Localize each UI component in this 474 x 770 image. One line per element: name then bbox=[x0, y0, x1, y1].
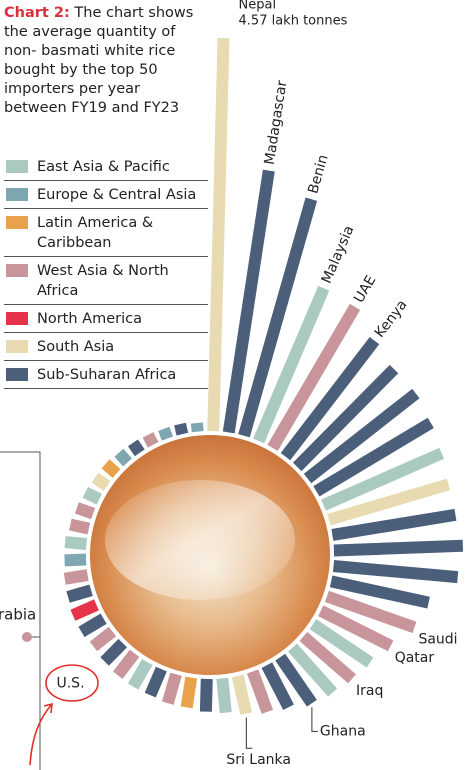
legend-label: West Asia & North Africa bbox=[37, 263, 169, 299]
bar bbox=[267, 303, 361, 451]
leader-line bbox=[245, 717, 253, 749]
legend-label: Latin America & Caribbean bbox=[37, 215, 154, 251]
legend-item: East Asia & Pacific bbox=[4, 153, 208, 181]
bar bbox=[144, 666, 167, 698]
legend-label: South Asia bbox=[37, 339, 115, 355]
bar bbox=[162, 672, 182, 705]
legend-item: North America bbox=[4, 305, 208, 333]
legend-label: East Asia & Pacific bbox=[37, 159, 170, 175]
bar bbox=[74, 502, 96, 520]
bar bbox=[128, 439, 145, 457]
bar bbox=[190, 422, 204, 433]
title-block: Chart 2: The chart shows the average qua… bbox=[4, 4, 204, 118]
category-label: Ghana bbox=[320, 723, 366, 739]
side-frame bbox=[0, 451, 41, 770]
legend-label: Europe & Central Asia bbox=[37, 187, 197, 203]
bar bbox=[66, 584, 93, 603]
category-label: U.S. bbox=[56, 676, 84, 692]
bar bbox=[127, 659, 153, 690]
bar bbox=[280, 336, 380, 461]
bar bbox=[70, 599, 99, 621]
bar bbox=[332, 560, 459, 584]
chart-title: The chart shows the average quantity of … bbox=[4, 5, 194, 116]
bar bbox=[288, 643, 338, 697]
value-label: 4.57 lakh tonnes bbox=[239, 14, 348, 29]
bar bbox=[180, 676, 198, 709]
bar bbox=[246, 669, 274, 714]
category-label: Nepal bbox=[239, 0, 277, 13]
side-dot bbox=[22, 632, 32, 642]
bar bbox=[329, 575, 430, 609]
bar bbox=[303, 388, 420, 484]
bar bbox=[101, 459, 121, 479]
legend-swatch bbox=[6, 368, 28, 381]
hand-arrow bbox=[29, 702, 53, 766]
legend-label: Sub-Suharan Africa bbox=[37, 367, 177, 383]
bar bbox=[199, 678, 213, 712]
bar bbox=[78, 613, 107, 638]
bar bbox=[89, 626, 117, 652]
legend-swatch bbox=[6, 312, 28, 325]
bar bbox=[63, 569, 89, 585]
category-label: Sri Lanka bbox=[226, 752, 291, 768]
bar bbox=[313, 417, 434, 497]
legend-swatch bbox=[6, 216, 28, 229]
bar bbox=[158, 426, 174, 441]
bar bbox=[64, 553, 87, 567]
bar bbox=[275, 653, 317, 707]
bar bbox=[174, 422, 189, 436]
bar bbox=[91, 472, 111, 491]
bar bbox=[331, 508, 457, 541]
leader-line bbox=[311, 707, 318, 732]
legend: East Asia & Pacific Europe & Central Asia… bbox=[4, 153, 208, 389]
category-label: Iraq bbox=[356, 683, 383, 699]
bar bbox=[327, 478, 451, 526]
rice-photo-haze bbox=[105, 480, 295, 600]
bar bbox=[238, 197, 318, 438]
category-label: Qatar bbox=[395, 650, 435, 666]
bar bbox=[114, 448, 132, 467]
bar bbox=[231, 674, 253, 715]
legend-swatch bbox=[6, 188, 28, 201]
category-label: UAE bbox=[351, 273, 379, 306]
bar bbox=[261, 662, 294, 710]
bar bbox=[299, 631, 356, 684]
category-label: Malaysia bbox=[319, 223, 358, 286]
bar bbox=[292, 364, 399, 472]
bar bbox=[318, 605, 394, 652]
bar bbox=[82, 486, 102, 505]
bar bbox=[142, 432, 159, 448]
bar bbox=[324, 590, 417, 634]
category-label: Madagascar bbox=[262, 79, 291, 166]
legend-item: South Asia bbox=[4, 333, 208, 361]
legend-item: Sub-Suharan Africa bbox=[4, 361, 208, 389]
legend-swatch bbox=[6, 264, 28, 277]
legend-swatch bbox=[6, 160, 28, 173]
legend-item: Europe & Central Asia bbox=[4, 181, 208, 209]
bar bbox=[100, 638, 128, 666]
category-label: Saudi bbox=[418, 631, 457, 647]
chart-label: Chart 2: bbox=[4, 5, 70, 21]
legend-label: North America bbox=[37, 311, 142, 327]
bar bbox=[321, 447, 445, 511]
category-label: Kenya bbox=[372, 297, 411, 341]
bar bbox=[253, 285, 330, 444]
bar bbox=[216, 677, 232, 714]
bar bbox=[113, 649, 140, 679]
side-label: rabia bbox=[0, 606, 36, 624]
bar bbox=[64, 536, 88, 550]
legend-item: West Asia & North Africa bbox=[4, 257, 208, 305]
bar bbox=[207, 38, 230, 432]
bar bbox=[69, 518, 91, 535]
legend-swatch bbox=[6, 340, 28, 353]
bar bbox=[222, 169, 275, 434]
legend-item: Latin America & Caribbean bbox=[4, 209, 208, 257]
category-label: Benin bbox=[305, 153, 331, 196]
bar bbox=[309, 619, 374, 668]
bar bbox=[333, 539, 464, 557]
hand-circle bbox=[45, 664, 99, 702]
